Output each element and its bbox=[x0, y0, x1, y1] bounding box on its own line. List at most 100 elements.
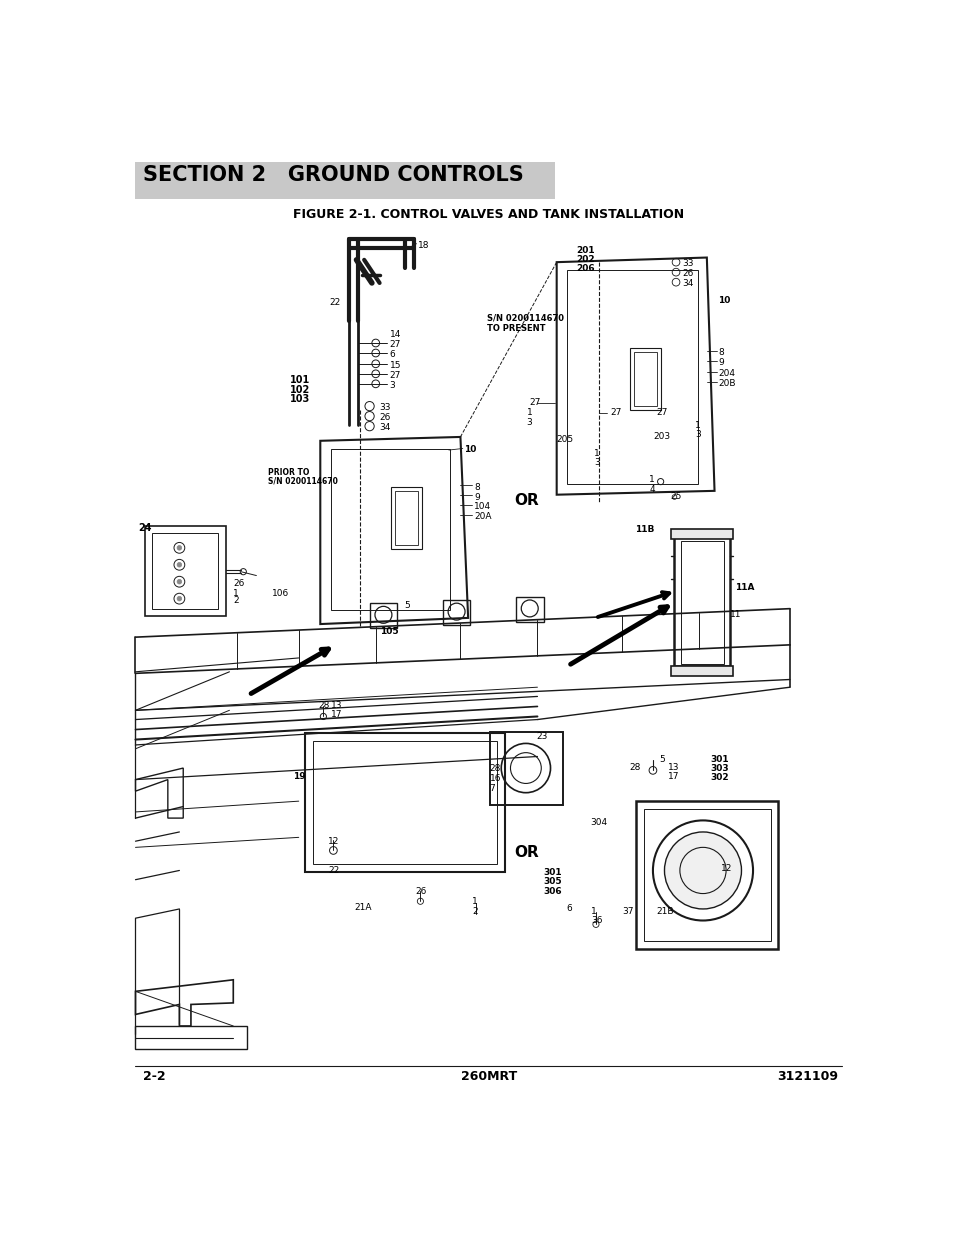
Text: 103: 103 bbox=[289, 394, 310, 404]
Text: OR: OR bbox=[514, 493, 538, 508]
Bar bbox=[313, 741, 497, 864]
Text: 34: 34 bbox=[379, 424, 391, 432]
Text: 26: 26 bbox=[233, 579, 244, 588]
Text: 24: 24 bbox=[138, 524, 152, 534]
Text: 26: 26 bbox=[681, 269, 693, 278]
Text: 13: 13 bbox=[331, 701, 342, 710]
Text: 9: 9 bbox=[474, 493, 479, 503]
Text: 8: 8 bbox=[718, 348, 723, 357]
Text: 20B: 20B bbox=[718, 379, 735, 388]
Text: 3121109: 3121109 bbox=[776, 1070, 837, 1083]
Text: 9: 9 bbox=[718, 358, 723, 367]
Text: 6: 6 bbox=[566, 904, 572, 914]
Text: 302: 302 bbox=[709, 773, 728, 783]
Text: 3: 3 bbox=[594, 458, 599, 467]
Bar bbox=[671, 667, 732, 676]
Text: 17: 17 bbox=[331, 710, 342, 719]
Bar bbox=[395, 490, 417, 545]
Bar bbox=[671, 530, 732, 538]
Text: 106: 106 bbox=[272, 589, 289, 598]
Text: 206: 206 bbox=[576, 264, 594, 273]
Circle shape bbox=[664, 832, 740, 909]
Text: 26: 26 bbox=[379, 412, 391, 422]
Text: 2: 2 bbox=[472, 906, 477, 915]
Text: 14: 14 bbox=[389, 330, 400, 338]
Bar bbox=[674, 531, 729, 667]
Text: 301: 301 bbox=[709, 755, 728, 764]
Text: 15: 15 bbox=[389, 361, 400, 369]
Text: 25: 25 bbox=[669, 493, 680, 501]
Text: 10: 10 bbox=[718, 296, 730, 305]
Bar bbox=[629, 348, 659, 410]
Text: 102: 102 bbox=[289, 384, 310, 395]
Text: 21B: 21B bbox=[656, 906, 674, 915]
Circle shape bbox=[177, 597, 181, 601]
Text: 22: 22 bbox=[329, 299, 340, 308]
Text: 2: 2 bbox=[233, 597, 238, 605]
Text: 205: 205 bbox=[557, 435, 573, 443]
Text: OR: OR bbox=[514, 845, 538, 860]
Text: 22: 22 bbox=[328, 866, 339, 874]
Text: 4: 4 bbox=[648, 484, 654, 494]
Text: 37: 37 bbox=[621, 906, 633, 915]
Text: 23: 23 bbox=[536, 732, 547, 741]
Text: 1: 1 bbox=[591, 906, 597, 915]
Text: 1: 1 bbox=[594, 448, 599, 457]
Text: 1: 1 bbox=[648, 475, 654, 484]
Text: 11A: 11A bbox=[734, 583, 753, 593]
Bar bbox=[489, 732, 562, 805]
Bar bbox=[135, 1026, 247, 1049]
Text: 26: 26 bbox=[416, 888, 427, 897]
Text: S/N 0200114670: S/N 0200114670 bbox=[487, 314, 564, 322]
Text: 28: 28 bbox=[489, 764, 500, 773]
Text: 36: 36 bbox=[591, 916, 602, 925]
Text: 21A: 21A bbox=[354, 903, 372, 911]
Text: 5: 5 bbox=[659, 755, 664, 764]
Text: 12: 12 bbox=[720, 864, 731, 873]
Bar bbox=[135, 162, 555, 199]
Text: 104: 104 bbox=[474, 503, 491, 511]
Text: 201: 201 bbox=[576, 246, 594, 254]
Text: 1: 1 bbox=[472, 898, 477, 906]
Bar bbox=[145, 526, 225, 616]
Text: 11: 11 bbox=[729, 610, 740, 619]
Text: 260MRT: 260MRT bbox=[460, 1070, 517, 1083]
Text: 304: 304 bbox=[589, 818, 606, 827]
Bar bbox=[636, 802, 778, 948]
Text: 11B: 11B bbox=[635, 526, 654, 535]
Text: 28: 28 bbox=[317, 701, 329, 710]
Text: 27: 27 bbox=[529, 399, 540, 408]
Bar bbox=[305, 734, 504, 872]
Text: PRIOR TO: PRIOR TO bbox=[268, 468, 309, 477]
Text: 105: 105 bbox=[379, 627, 397, 636]
Text: 13: 13 bbox=[668, 763, 679, 772]
Circle shape bbox=[177, 546, 181, 550]
Text: 27: 27 bbox=[389, 370, 400, 379]
Circle shape bbox=[177, 579, 181, 584]
Bar bbox=[331, 448, 450, 610]
Text: 33: 33 bbox=[379, 403, 391, 412]
Bar bbox=[679, 541, 723, 664]
Text: 20A: 20A bbox=[474, 513, 492, 521]
Text: 27: 27 bbox=[389, 340, 400, 350]
Text: 202: 202 bbox=[576, 256, 594, 264]
Text: 203: 203 bbox=[652, 431, 669, 441]
Text: 1: 1 bbox=[526, 409, 532, 417]
Text: 27: 27 bbox=[656, 409, 667, 417]
Text: 27: 27 bbox=[610, 409, 621, 417]
Text: 6: 6 bbox=[389, 350, 395, 359]
Text: 204: 204 bbox=[718, 369, 735, 378]
Text: 17: 17 bbox=[668, 772, 679, 781]
Text: 3: 3 bbox=[526, 417, 532, 427]
Text: FIGURE 2-1. CONTROL VALVES AND TANK INSTALLATION: FIGURE 2-1. CONTROL VALVES AND TANK INST… bbox=[294, 209, 683, 221]
Bar bbox=[633, 352, 656, 406]
Text: 28: 28 bbox=[629, 763, 640, 772]
Bar bbox=[391, 487, 421, 548]
Text: 7: 7 bbox=[489, 784, 495, 793]
Text: S/N 0200114670: S/N 0200114670 bbox=[268, 477, 337, 485]
Text: 34: 34 bbox=[681, 279, 693, 288]
Bar bbox=[152, 534, 217, 609]
Text: 3: 3 bbox=[695, 430, 700, 438]
Text: 16: 16 bbox=[489, 774, 500, 783]
Text: TO PRESENT: TO PRESENT bbox=[487, 324, 545, 332]
